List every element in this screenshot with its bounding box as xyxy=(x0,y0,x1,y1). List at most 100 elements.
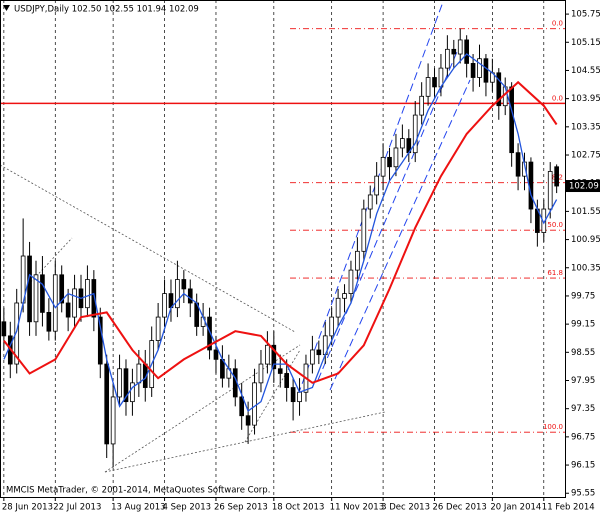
candle-body xyxy=(316,349,322,356)
candle-body xyxy=(310,349,315,365)
candle-body xyxy=(40,274,45,313)
candle-body xyxy=(65,302,71,318)
candle-body xyxy=(393,147,399,168)
x-tick-label: 3 Dec 2013 xyxy=(381,503,430,513)
x-tick-label: 18 Oct 2013 xyxy=(272,503,325,513)
candle-body xyxy=(355,250,360,271)
candle-body xyxy=(97,316,103,365)
y-tick-label: 105.15 xyxy=(571,38,600,48)
y-tick-label: 100.95 xyxy=(571,235,600,245)
candle-body xyxy=(271,344,277,370)
candle-body xyxy=(175,279,180,309)
candle-body xyxy=(464,39,469,64)
plot-frame xyxy=(0,0,566,498)
candle-body xyxy=(477,58,482,78)
x-tick-label: 20 Jan 2014 xyxy=(490,503,541,513)
candle-body xyxy=(387,156,392,168)
x-tick-label: 28 Jun 2013 xyxy=(2,503,53,513)
candle-body xyxy=(14,302,20,365)
candle-body xyxy=(400,138,405,149)
candle-body xyxy=(1,321,7,337)
candle-body xyxy=(554,166,559,187)
chart-title: USDJPY,Daily 102.50 102.55 101.94 102.09 xyxy=(14,5,199,15)
y-tick-label: 98.55 xyxy=(571,348,595,358)
candle-body xyxy=(509,86,514,154)
candle-body xyxy=(419,95,424,116)
moving-average xyxy=(3,80,558,384)
level-label: 0.0 xyxy=(552,20,563,28)
candle-body xyxy=(104,363,110,445)
y-tick-label: 99.15 xyxy=(571,320,595,330)
copyright: MMCIS MetaTrader, © 2001-2014, MetaQuote… xyxy=(6,486,270,496)
y-tick-label: 97.95 xyxy=(571,376,595,386)
price-box xyxy=(566,180,600,193)
y-tick-label: 96.15 xyxy=(571,461,595,471)
candle-body xyxy=(72,288,77,318)
candle-body xyxy=(245,415,251,426)
candle-body xyxy=(432,77,437,88)
candle-body xyxy=(265,344,270,365)
candle-body xyxy=(46,311,52,332)
candle-body xyxy=(130,382,135,403)
candle-body xyxy=(329,316,335,337)
y-tick-label: 105.75 xyxy=(571,10,600,20)
candle-body xyxy=(412,114,418,154)
candle-body xyxy=(85,279,90,309)
y-tick-label: 103.95 xyxy=(571,94,600,104)
candle-body xyxy=(496,72,502,107)
candle-body xyxy=(33,274,39,323)
y-tick-label: 96.75 xyxy=(571,432,595,442)
x-tick-label: 22 Jul 2013 xyxy=(53,503,101,513)
channel-line xyxy=(317,39,463,381)
candle-body xyxy=(123,368,129,403)
x-tick-label: 11 Nov 2013 xyxy=(330,503,384,513)
candle-body xyxy=(547,171,553,210)
title-icon xyxy=(3,5,10,11)
level-label: 100.0 xyxy=(543,423,563,431)
candle-body xyxy=(361,208,367,252)
candle-body xyxy=(445,48,450,69)
x-tick-label: 26 Sep 2013 xyxy=(214,503,268,513)
candle-body xyxy=(181,279,187,290)
candle-body xyxy=(515,152,521,177)
candle-body xyxy=(348,269,354,294)
trend-line xyxy=(0,164,296,333)
price-label: 102.09 xyxy=(569,182,599,192)
candle-body xyxy=(457,39,463,55)
y-tick-label: 102.75 xyxy=(571,151,600,161)
candle-body xyxy=(451,48,457,55)
candle-body xyxy=(155,316,161,341)
candle-body xyxy=(297,391,302,403)
y-tick-label: 99.75 xyxy=(571,291,595,301)
candle-body xyxy=(59,274,65,304)
candle-body xyxy=(374,175,379,196)
candle-body xyxy=(213,349,219,360)
y-tick-label: 101.55 xyxy=(571,207,600,217)
candle-body xyxy=(258,363,264,384)
candle-body xyxy=(380,156,386,177)
level-label: 0.0 xyxy=(552,94,563,102)
candle-body xyxy=(187,288,193,304)
x-tick-label: 26 Dec 2013 xyxy=(433,503,487,513)
candle-body xyxy=(162,293,167,318)
candle-body xyxy=(277,368,283,374)
candle-body xyxy=(110,396,116,445)
candle-body xyxy=(335,297,341,318)
x-tick-label: 13 Aug 2013 xyxy=(111,503,165,513)
y-tick-label: 100.35 xyxy=(571,263,600,273)
level-label: 50.0 xyxy=(547,221,563,229)
x-tick-label: 11 Feb 2014 xyxy=(542,503,595,513)
candle-body xyxy=(117,368,122,398)
moving-average xyxy=(3,53,558,413)
candle-body xyxy=(239,396,245,417)
y-tick-label: 104.55 xyxy=(571,66,600,76)
y-tick-label: 95.55 xyxy=(571,489,595,499)
candle-body xyxy=(425,77,431,97)
level-label: 61.8 xyxy=(547,269,563,277)
candle-body xyxy=(252,382,257,426)
channel-line xyxy=(329,79,471,391)
candle-body xyxy=(342,293,347,299)
candle-body xyxy=(91,279,97,318)
